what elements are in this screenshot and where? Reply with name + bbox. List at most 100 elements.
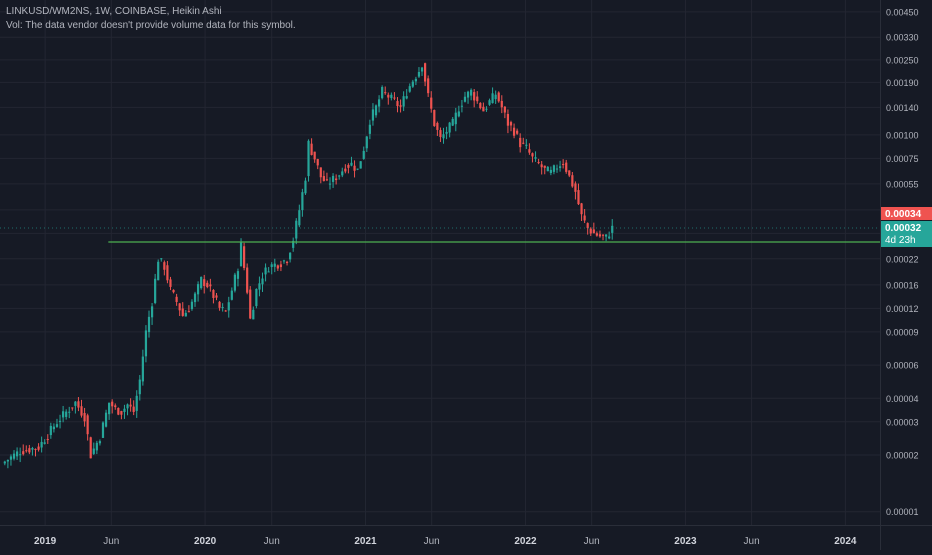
candle-body [181, 308, 184, 316]
candle-body [583, 215, 586, 221]
candle-body [558, 166, 562, 168]
current-price-label: 0.00034 [885, 209, 922, 220]
x-tick-label: 2019 [34, 536, 57, 547]
candle-body [28, 448, 31, 453]
candle-body [31, 447, 34, 450]
candle-body [463, 96, 467, 102]
candle-body [138, 379, 141, 395]
candle-body [479, 102, 482, 109]
candle-body [405, 96, 408, 99]
candle-body [574, 183, 577, 192]
candle-body [470, 89, 473, 96]
candle-body [384, 92, 387, 94]
candle-body [331, 175, 335, 182]
candle-body [150, 306, 154, 318]
candle-body [543, 165, 546, 168]
candle-body [298, 210, 301, 226]
candle-body [104, 412, 108, 427]
candle-body [74, 401, 77, 406]
candle-body [601, 234, 605, 236]
candle-body [433, 110, 436, 126]
candle-body [598, 234, 602, 237]
candle-body [423, 63, 427, 82]
candle-body [252, 309, 255, 320]
candle-body [200, 276, 203, 289]
symbol-title[interactable]: LINKUSD/WM2NS, 1W, COINBASE, Heikin Ashi [6, 6, 222, 17]
candle-body [552, 165, 556, 172]
x-tick-label: 2020 [194, 536, 217, 547]
y-tick-label: 0.00003 [886, 417, 919, 427]
candle-body [19, 454, 22, 456]
candle-body [190, 301, 194, 310]
candle-body [377, 99, 381, 107]
candle-body [43, 442, 46, 444]
candle-body [528, 149, 531, 153]
candle-body [466, 91, 470, 98]
candle-body [273, 263, 276, 267]
y-tick-label: 0.00190 [886, 78, 919, 88]
y-tick-label: 0.00250 [886, 55, 919, 65]
candle-body [12, 453, 16, 459]
candle-body [147, 316, 151, 333]
close-price-badge [881, 221, 932, 247]
candle-body [448, 122, 451, 133]
candle-body [135, 395, 138, 411]
candle-body [178, 303, 181, 311]
candle-body [494, 94, 497, 100]
current-price-badge [881, 207, 932, 220]
candle-body [68, 411, 71, 413]
candle-body [491, 93, 494, 104]
candle-body [497, 92, 500, 102]
candle-body [49, 425, 52, 436]
candle-body [577, 190, 580, 205]
candle-body [239, 242, 243, 267]
candle-body [22, 451, 25, 455]
candle-body [396, 101, 399, 107]
candle-body [586, 223, 589, 228]
candle-body [172, 289, 175, 293]
candle-body [611, 225, 614, 233]
candle-body [485, 108, 488, 110]
candle-body [562, 163, 565, 165]
candle-body [203, 279, 206, 287]
candle-body [414, 78, 418, 82]
candle-body [503, 106, 506, 113]
candle-body [310, 143, 313, 155]
y-tick-label: 0.00100 [886, 130, 919, 140]
candle-body [160, 258, 163, 260]
candle-body [276, 265, 279, 269]
candle-body [255, 288, 258, 307]
candle-body [328, 183, 332, 185]
candle-body [166, 265, 169, 281]
candle-body [442, 134, 445, 139]
candle-body [439, 130, 442, 138]
candle-body [571, 175, 574, 187]
candle-body [25, 450, 28, 452]
candle-body [95, 442, 98, 451]
x-tick-label: 2024 [834, 536, 857, 547]
candle-body [108, 402, 111, 415]
candle-body [123, 408, 126, 412]
y-tick-label: 0.00001 [886, 507, 919, 517]
candle-body [411, 81, 414, 87]
candle-body [546, 166, 549, 172]
candle-body [374, 105, 378, 116]
candle-body [325, 179, 329, 181]
candle-body [65, 411, 68, 417]
candle-body [40, 441, 43, 448]
y-tick-label: 0.00012 [886, 304, 919, 314]
candle-body [549, 169, 552, 173]
y-tick-label: 0.00004 [886, 394, 919, 404]
candle-body [476, 96, 479, 102]
candle-body [417, 71, 421, 77]
y-tick-label: 0.00022 [886, 254, 919, 264]
candle-body [285, 261, 289, 264]
candle-body [399, 105, 402, 107]
candle-body [233, 274, 237, 291]
candle-body [58, 420, 62, 422]
candle-body [132, 406, 135, 412]
candle-body [540, 164, 543, 168]
candle-body [525, 144, 528, 146]
